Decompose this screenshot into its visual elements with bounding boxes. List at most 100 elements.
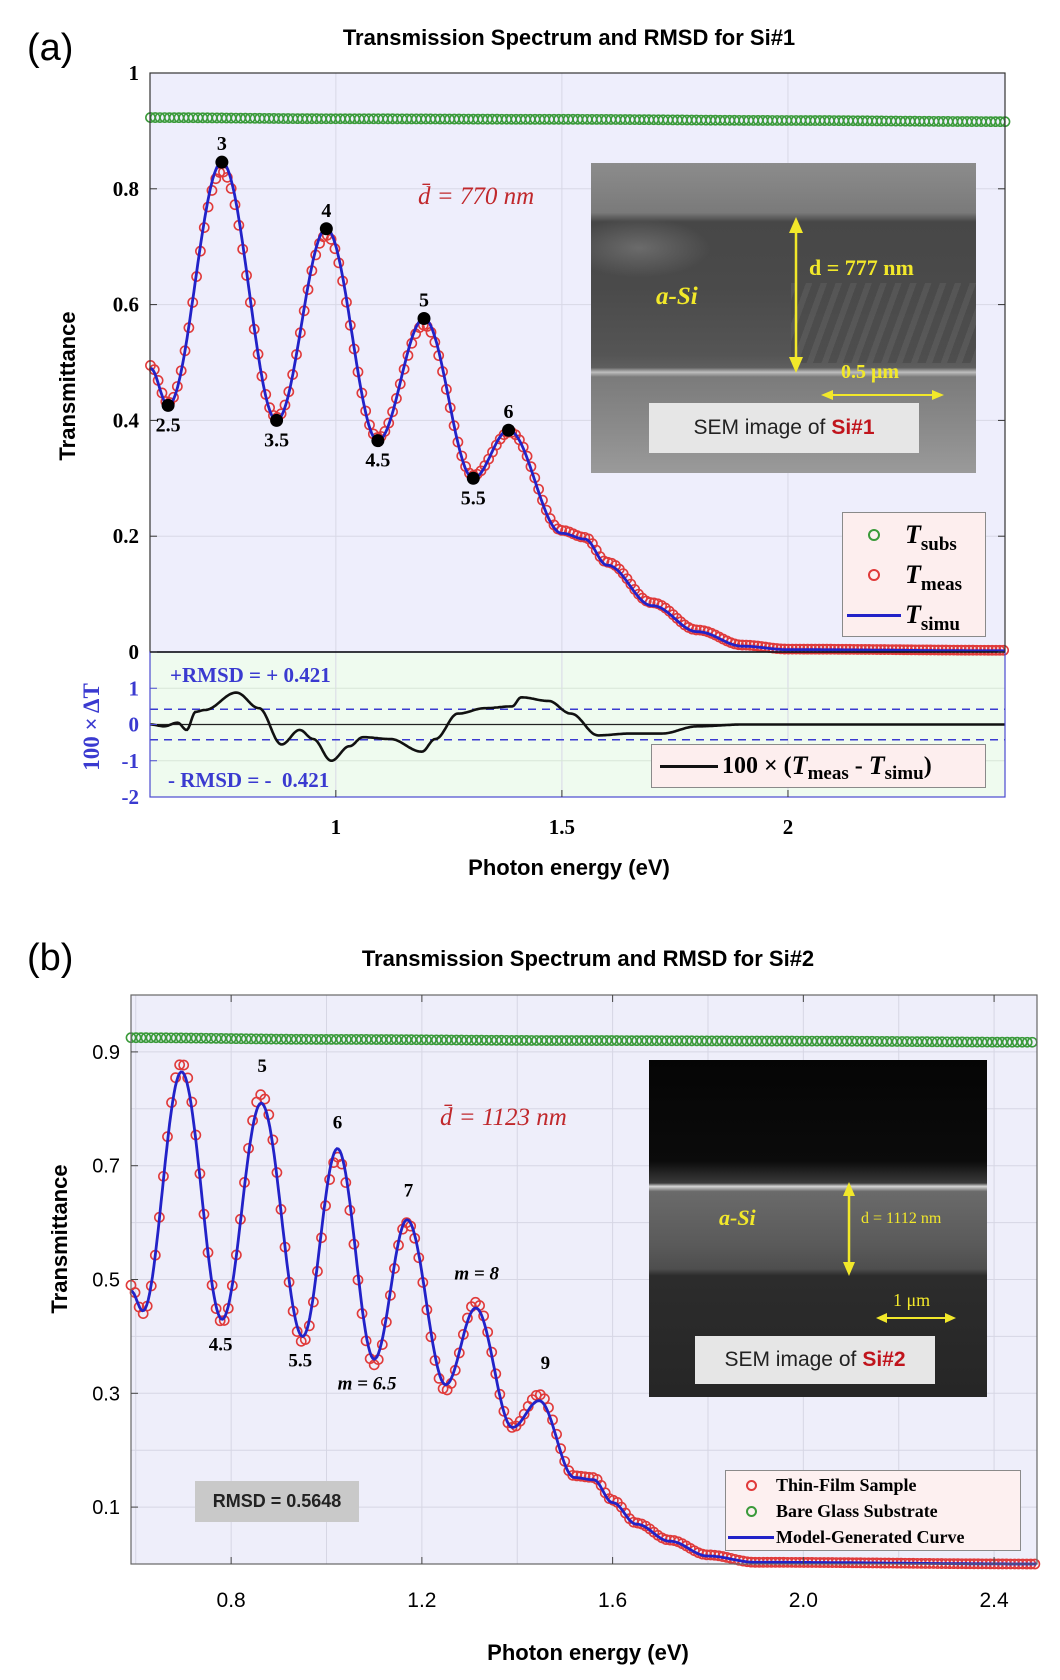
y-tick-label-b: 0.5 [92,1270,120,1292]
subs-marker [466,1034,477,1046]
extremum-label: 3.5 [264,429,289,451]
extremum-dot [319,222,333,236]
inset-caption: SEM image of Si#2 [695,1336,935,1384]
subs-marker [536,1035,547,1046]
extremum-dot [502,423,516,437]
subs-marker [275,1033,287,1045]
subs-marker [1021,1036,1033,1048]
subs-marker [446,1034,457,1046]
subs-marker [375,1034,387,1045]
subs-marker [405,1034,417,1046]
legend-item-substrate: Bare Glass Substrate [726,1498,1020,1524]
subs-marker [816,1035,828,1047]
subs-marker [380,1034,392,1045]
subs-marker [496,1034,507,1046]
subs-marker [931,1036,943,1048]
subs-marker [265,1033,277,1045]
thickness-arrow-icon [789,217,944,400]
subs-marker [481,1034,492,1046]
subs-marker [225,1033,237,1044]
subs-marker [701,1035,713,1047]
chart-title-b: Transmission Spectrum and RMSD for Si#2 [362,946,814,971]
subs-marker [436,1034,447,1046]
legend-subscript: simu [884,763,924,784]
y-tick-label-a: 0.2 [113,524,139,548]
legend-subscript: meas [807,763,849,784]
subs-marker [771,1035,783,1047]
subs-marker [511,1035,522,1046]
rmsd-minus-label: - RMSD = - 0.421 [168,768,329,792]
subs-marker [751,1035,763,1047]
subs-marker [310,1033,322,1045]
y-tick-label-residual: -2 [122,785,140,809]
subs-marker [991,1036,1003,1048]
legend-label: Bare Glass Substrate [776,1500,938,1521]
y-tick-label-a: 0.8 [113,177,139,201]
subs-marker [746,1035,758,1047]
extremum-label: 2.5 [156,414,181,436]
subs-marker [791,1035,803,1047]
order-label: m = 6.5 [338,1373,397,1394]
thickness-label-a: d̄ = 770 nm [418,183,534,210]
subs-marker [646,1035,658,1047]
legend-label: Model-Generated Curve [776,1526,965,1547]
green-circle-marker-icon [745,1505,757,1517]
residual-line [150,691,1005,762]
subs-marker [566,1035,578,1046]
extremum-dot [371,434,385,448]
y-axis-label-b: Transmittance [47,1164,72,1313]
subs-marker [621,1035,633,1047]
subs-marker [946,1036,958,1048]
thickness-arrow-icon [843,1182,956,1323]
subs-marker [696,1035,708,1047]
subs-marker [906,1036,918,1047]
subs-marker [636,1035,648,1047]
subs-marker [986,1036,998,1048]
subs-marker [175,1032,187,1044]
legend-symbol: T [868,751,885,780]
subs-marker [421,1034,432,1046]
order-label: 9 [541,1353,551,1374]
subs-marker [360,1034,372,1045]
subs-marker [320,1033,332,1045]
subs-marker [876,1035,888,1047]
x-tick-label-b: 0.8 [217,1589,246,1612]
inset-material-label: a-Si [656,283,698,310]
subs-marker [165,1032,177,1044]
chart-title-a: Transmission Spectrum and RMSD for Si#1 [343,25,795,50]
green-circle-marker-icon [868,529,880,541]
y-tick-label-b: 0.7 [92,1156,120,1178]
caption-text: SEM image of [724,1348,857,1371]
subs-marker [145,1032,157,1044]
subs-marker [901,1036,913,1047]
subs-marker [896,1036,908,1047]
subs-marker [596,1035,608,1046]
subs-marker [651,1035,663,1047]
sem-texture [791,283,976,363]
red-circle-marker-icon [745,1479,757,1491]
subs-marker [691,1035,703,1047]
subs-marker [826,1035,838,1047]
series-t-simu-line [149,160,1005,653]
y-axis-label-a: Transmittance [55,311,80,460]
subs-marker [395,1034,407,1046]
subs-marker [586,1035,598,1046]
y-tick-label-a: 1 [129,61,140,85]
x-tick-label-b: 1.2 [407,1589,436,1612]
y-tick-label-residual: 1 [129,676,140,700]
subs-marker [245,1033,257,1045]
legend-symbol: T [905,520,921,549]
meas-marker [178,1059,190,1071]
subs-marker [255,1033,267,1045]
legend-suffix: ) [923,752,932,779]
extremum-dot [161,398,175,412]
subs-marker [886,1036,898,1047]
subs-marker [556,1035,567,1046]
subs-marker [781,1035,793,1047]
subs-marker [671,1035,683,1047]
y-axis-label-residual: 100 × ΔT [79,683,104,771]
subs-marker [766,1035,778,1047]
subs-marker [916,1036,928,1048]
subs-marker [1011,1036,1023,1048]
subs-marker [836,1035,848,1047]
